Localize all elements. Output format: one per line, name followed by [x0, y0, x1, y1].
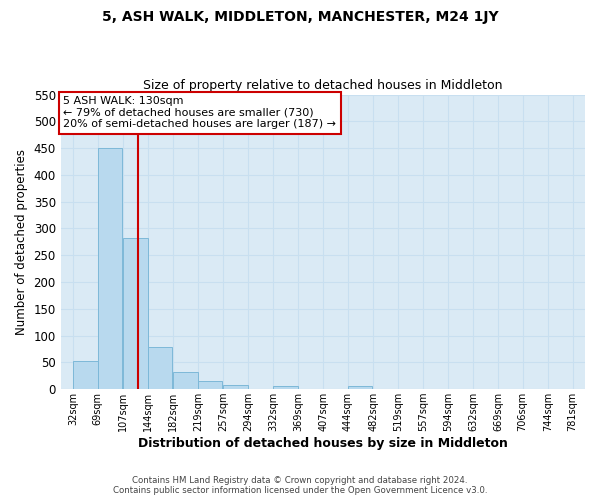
- Text: Contains HM Land Registry data © Crown copyright and database right 2024.
Contai: Contains HM Land Registry data © Crown c…: [113, 476, 487, 495]
- Bar: [348, 386, 373, 389]
- Text: 5 ASH WALK: 130sqm
← 79% of detached houses are smaller (730)
20% of semi-detach: 5 ASH WALK: 130sqm ← 79% of detached hou…: [63, 96, 336, 129]
- Bar: [173, 372, 197, 389]
- Y-axis label: Number of detached properties: Number of detached properties: [15, 149, 28, 335]
- Title: Size of property relative to detached houses in Middleton: Size of property relative to detached ho…: [143, 79, 503, 92]
- Bar: [73, 361, 98, 389]
- Bar: [223, 385, 248, 389]
- Bar: [98, 148, 122, 389]
- Bar: [148, 348, 172, 389]
- Bar: [198, 380, 222, 389]
- Text: 5, ASH WALK, MIDDLETON, MANCHESTER, M24 1JY: 5, ASH WALK, MIDDLETON, MANCHESTER, M24 …: [101, 10, 499, 24]
- Bar: [123, 238, 148, 389]
- X-axis label: Distribution of detached houses by size in Middleton: Distribution of detached houses by size …: [138, 437, 508, 450]
- Bar: [274, 386, 298, 389]
